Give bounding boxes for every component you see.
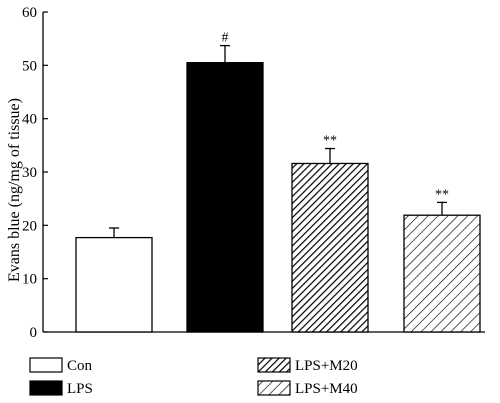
bar-con — [75, 236, 153, 333]
significance-mark: # — [222, 31, 229, 46]
y-tick-label: 20 — [22, 218, 37, 234]
y-axis-label: Evans blue (ng/mg of tissue) — [6, 98, 23, 282]
legend-swatch — [29, 357, 63, 373]
legend-swatch — [257, 380, 291, 396]
significance-mark: ** — [435, 187, 449, 202]
y-tick-label: 60 — [22, 5, 37, 21]
y-tick-label: 0 — [30, 325, 38, 341]
y-tick-label: 30 — [22, 165, 37, 181]
legend: Con LPS LPS+M20 LPS+M40 — [29, 357, 358, 397]
legend-swatch — [257, 357, 291, 373]
bar-lps-m20 — [291, 162, 369, 333]
bar-lps — [186, 62, 264, 333]
significance-mark: ** — [323, 134, 337, 149]
legend-label: LPS+M40 — [295, 381, 358, 397]
y-tick-label: 10 — [22, 272, 37, 288]
y-tick-label: 50 — [22, 58, 37, 74]
legend-label: LPS+M20 — [295, 358, 358, 374]
y-tick-label: 40 — [22, 112, 37, 128]
legend-label: LPS — [67, 381, 93, 397]
plot-area: 0 10 20 30 40 50 60 # ** ** — [22, 5, 485, 341]
bar-lps-m40 — [403, 214, 481, 333]
legend-swatch — [29, 380, 63, 396]
legend-label: Con — [67, 358, 93, 374]
